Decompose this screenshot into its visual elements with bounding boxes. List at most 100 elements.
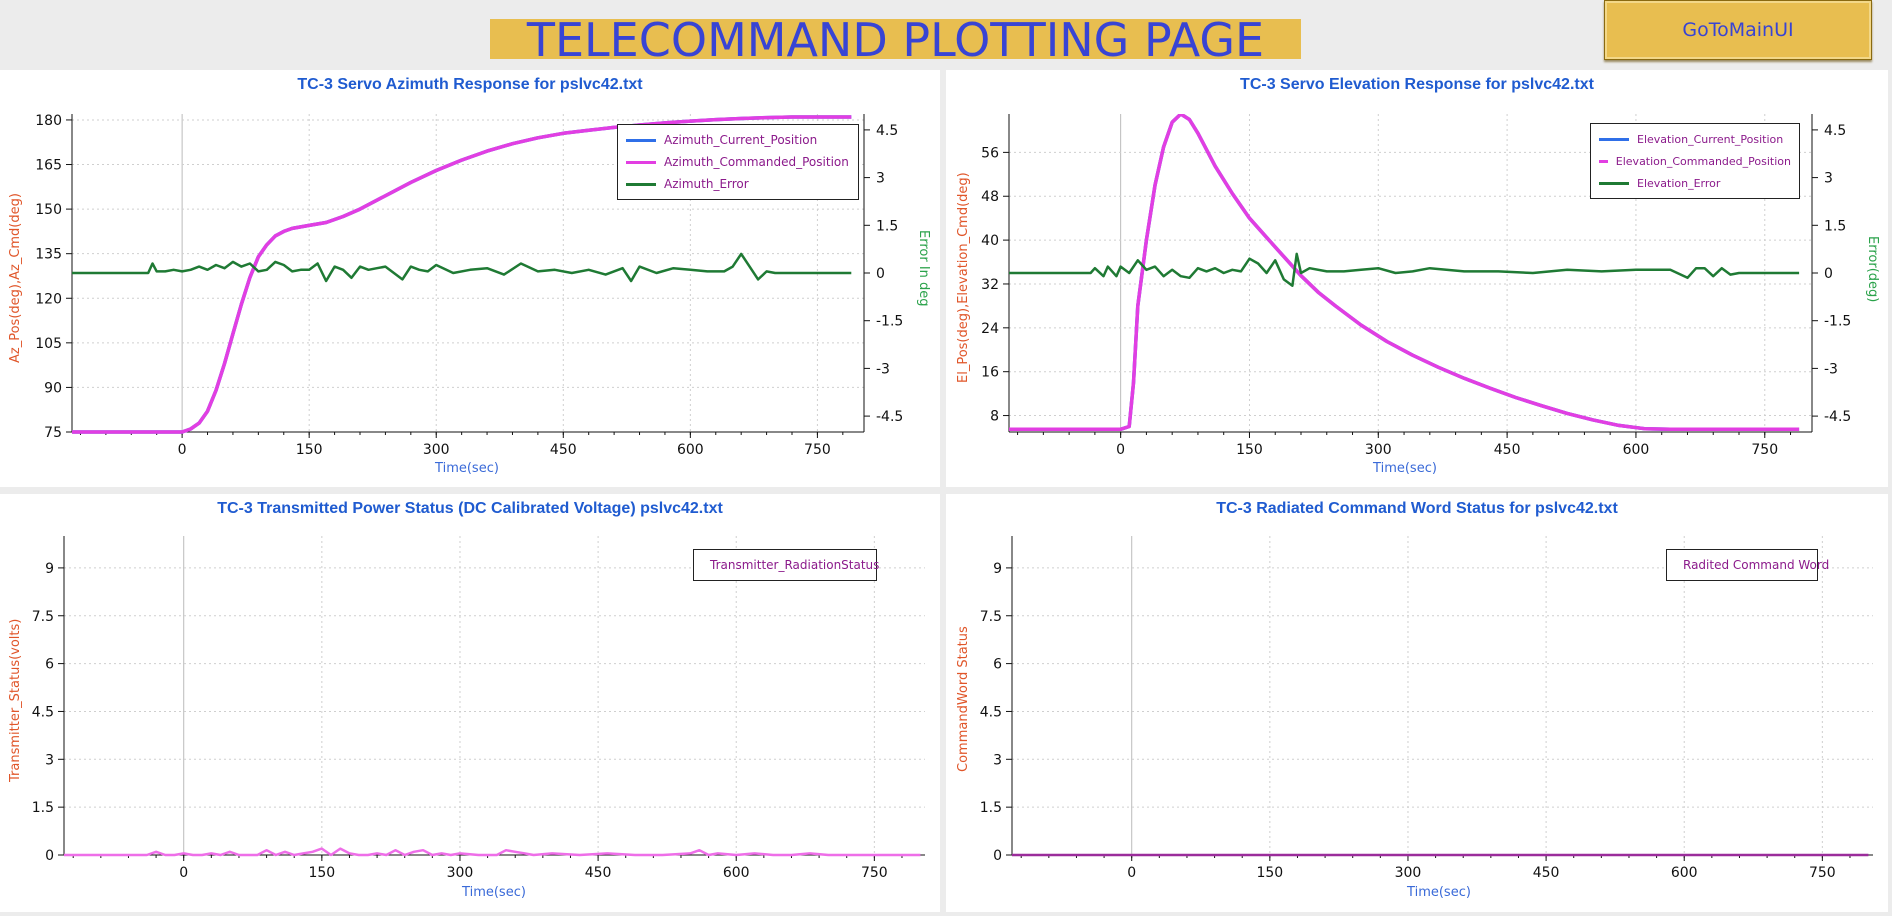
azimuth-y2-axis-label: Error In deg (916, 230, 931, 307)
legend-item: Azimuth_Error (626, 173, 850, 195)
y-tick-label: 56 (981, 145, 999, 161)
x-tick-label: 0 (1127, 865, 1136, 881)
y-tick-label: 7.5 (980, 609, 1002, 625)
page-title: TELECOMMAND PLOTTING PAGE (490, 19, 1301, 59)
legend-label: Azimuth_Commanded_Position (664, 155, 849, 169)
y-tick-label: 4.5 (980, 704, 1002, 720)
legend-item: Elevation_Error (1599, 172, 1791, 194)
x-tick-label: 150 (1256, 865, 1283, 881)
y-tick-label: 90 (44, 380, 62, 396)
elevation-x-axis-label: Time(sec) (1373, 461, 1437, 476)
y-tick-label: 1.5 (980, 800, 1002, 816)
legend-item: Transmitter_RadiationStatus (702, 554, 879, 576)
y-tick-label: 9 (993, 561, 1002, 577)
y-tick-label: 0 (993, 848, 1002, 864)
x-tick-label: 750 (804, 442, 831, 458)
series-line (1009, 114, 1800, 432)
x-tick-label: 450 (585, 865, 612, 881)
x-tick-label: 300 (423, 442, 450, 458)
legend-item: Azimuth_Commanded_Position (626, 151, 850, 173)
y-tick-label: 7.5 (32, 609, 54, 625)
y-tick-label: 105 (35, 336, 62, 352)
y2-tick-label: -4.5 (1824, 409, 1851, 425)
command-word-legend: Radited Command Word (1666, 549, 1829, 581)
y-tick-label: 6 (45, 657, 54, 673)
y-tick-label: 6 (993, 657, 1002, 673)
legend-label: Elevation_Error (1637, 176, 1721, 190)
x-tick-label: 750 (861, 865, 888, 881)
legend-label: Elevation_Commanded_Position (1615, 154, 1791, 168)
x-tick-label: 600 (1623, 442, 1650, 458)
y2-tick-label: 3 (876, 171, 885, 187)
azimuth-chart-panel: TC-3 Servo Azimuth Response for pslvc42.… (0, 70, 940, 487)
azimuth-x-axis-label: Time(sec) (435, 461, 499, 476)
x-tick-label: 450 (1533, 865, 1560, 881)
y-tick-label: 180 (35, 113, 62, 129)
command-word-x-axis-label: Time(sec) (1407, 885, 1471, 900)
elevation-chart-panel: TC-3 Servo Elevation Response for pslvc4… (946, 70, 1888, 487)
x-tick-label: 600 (1671, 865, 1698, 881)
x-tick-label: 450 (550, 442, 577, 458)
y2-tick-label: -1.5 (876, 314, 903, 330)
x-tick-label: 600 (723, 865, 750, 881)
legend-label: Transmitter_RadiationStatus (710, 558, 880, 572)
x-tick-label: 300 (447, 865, 474, 881)
legend-swatch (626, 138, 656, 142)
elevation-chart-title: TC-3 Servo Elevation Response for pslvc4… (1240, 76, 1594, 93)
command-word-chart-panel: TC-3 Radiated Command Word Status for ps… (946, 494, 1888, 912)
y-tick-label: 24 (981, 321, 999, 337)
transmitter-chart-panel: TC-3 Transmitted Power Status (DC Calibr… (0, 494, 940, 912)
x-tick-label: 300 (1395, 865, 1422, 881)
y-tick-label: 48 (981, 189, 999, 205)
x-tick-label: 0 (178, 442, 187, 458)
transmitter-legend: Transmitter_RadiationStatus (693, 549, 879, 581)
y-tick-label: 32 (981, 277, 999, 293)
y-tick-label: 40 (981, 233, 999, 249)
x-tick-label: 750 (1809, 865, 1836, 881)
y2-tick-label: -3 (876, 361, 890, 377)
go-to-main-ui-button[interactable]: GoToMainUI (1604, 0, 1872, 60)
legend-swatch (626, 160, 656, 164)
transmitter-y-axis-label: Transmitter_Status(volts) (8, 618, 23, 782)
legend-label: Azimuth_Error (664, 177, 749, 191)
y-tick-label: 8 (990, 409, 999, 425)
y2-tick-label: 1.5 (1824, 218, 1846, 234)
y-tick-label: 9 (45, 561, 54, 577)
x-tick-label: 750 (1751, 442, 1778, 458)
transmitter-chart-title: TC-3 Transmitted Power Status (DC Calibr… (217, 500, 723, 517)
legend-swatch (1599, 137, 1629, 141)
legend-swatch (1599, 181, 1629, 185)
legend-item: Elevation_Current_Position (1599, 128, 1791, 150)
elevation-chart: 0 150 300 450 600 750 8 16 24 32 40 48 56 -4.5 -3 -1.5 0… (981, 114, 1851, 458)
command-word-y-axis-label: CommandWord Status (956, 626, 971, 772)
transmitter-chart: 0 150 300 450 600 750 0 1.5 3 4.5 6 7.5 9 (32, 536, 925, 881)
y-tick-label: 135 (35, 247, 62, 263)
y-tick-label: 150 (35, 202, 62, 218)
command-word-chart-title: TC-3 Radiated Command Word Status for ps… (1216, 500, 1618, 517)
legend-label: Elevation_Current_Position (1637, 132, 1784, 146)
x-tick-label: 0 (179, 865, 188, 881)
y2-tick-label: 4.5 (876, 123, 898, 139)
y-tick-label: 3 (45, 752, 54, 768)
y2-tick-label: -3 (1824, 361, 1838, 377)
azimuth-chart: 0 150 300 450 600 750 75 90 105 120 135 150 165 180 -4… (35, 113, 903, 458)
x-tick-label: 0 (1116, 442, 1125, 458)
y2-tick-label: 0 (876, 266, 885, 282)
y-tick-label: 1.5 (32, 800, 54, 816)
legend-swatch (626, 182, 656, 186)
command-word-chart: 0 150 300 450 600 750 0 1.5 3 4.5 6 7.5 9 (980, 536, 1873, 881)
transmitter-x-axis-label: Time(sec) (462, 885, 526, 900)
y2-tick-label: -4.5 (876, 409, 903, 425)
legend-label: Radited Command Word (1683, 558, 1830, 572)
x-tick-label: 150 (308, 865, 335, 881)
legend-swatch (1599, 159, 1608, 163)
series-line (1009, 252, 1800, 287)
x-tick-label: 450 (1494, 442, 1521, 458)
y2-tick-label: 4.5 (1824, 123, 1846, 139)
y2-tick-label: 0 (1824, 266, 1833, 282)
y-tick-label: 120 (35, 291, 62, 307)
azimuth-chart-title: TC-3 Servo Azimuth Response for pslvc42.… (297, 76, 643, 93)
y-tick-label: 0 (45, 848, 54, 864)
legend-item: Azimuth_Current_Position (626, 129, 850, 151)
y2-tick-label: 3 (1824, 171, 1833, 187)
